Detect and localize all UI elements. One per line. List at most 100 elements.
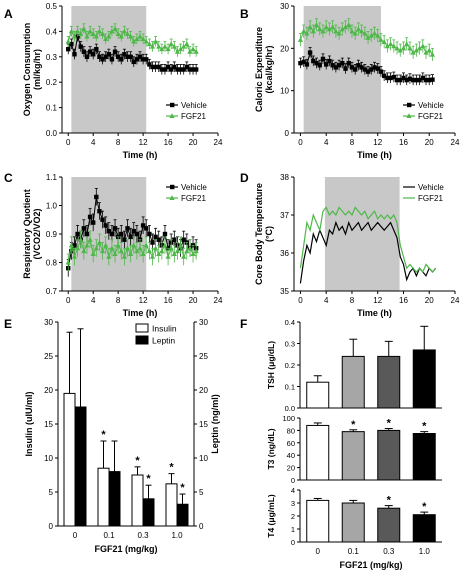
y-axis-label-left: Insulin (uIU/ml) <box>24 392 34 457</box>
data-point-vehicle <box>172 237 177 242</box>
data-point-vehicle <box>87 49 93 54</box>
x-tick-label: 20 <box>189 296 198 305</box>
data-point-fgf21 <box>365 34 371 40</box>
data-point-fgf21 <box>103 242 109 248</box>
data-point-vehicle <box>169 67 174 72</box>
data-point-vehicle <box>156 237 161 242</box>
data-point-vehicle <box>407 76 413 82</box>
x-tick-label: 8 <box>350 138 355 147</box>
x-axis-label: Time (h) <box>357 150 392 160</box>
data-point-vehicle <box>109 57 115 62</box>
y-tick-label: 0.2 <box>46 78 58 87</box>
x-tick-label: 0 <box>73 531 78 540</box>
data-point-fgf21 <box>190 46 196 52</box>
data-point-vehicle <box>178 67 183 72</box>
data-point-vehicle <box>398 77 403 83</box>
data-point-fgf21 <box>162 43 168 49</box>
data-point-vehicle <box>97 54 102 59</box>
data-point-vehicle <box>69 41 74 47</box>
data-point-fgf21 <box>140 251 146 256</box>
subplot-2: 0 1 2 3 4 * * T4 (μg/mL) <box>266 486 442 547</box>
bar <box>377 429 401 481</box>
legend-swatch <box>135 335 149 345</box>
x-tick-label: 0 <box>298 296 303 305</box>
data-point-fgf21 <box>187 48 193 54</box>
panel-B: 0 10 20 30 0 4 8 12 16 20 24 Time (h) Caloric Expend… <box>254 2 460 160</box>
data-point-fgf21 <box>131 38 137 44</box>
data-point-fgf21 <box>407 45 413 51</box>
bar <box>412 433 436 481</box>
data-point-vehicle <box>87 214 93 220</box>
x-tick-label: 24 <box>451 138 460 147</box>
bar <box>341 355 365 409</box>
y-tick-label: 20 <box>287 464 295 473</box>
data-point-fgf21 <box>181 254 187 259</box>
data-point-vehicle <box>417 77 422 83</box>
data-point-vehicle <box>153 234 158 240</box>
data-point-fgf21 <box>310 28 316 34</box>
bar <box>306 499 330 543</box>
data-point-vehicle <box>175 67 180 72</box>
significance-mark: * <box>101 429 106 441</box>
data-point-fgf21 <box>75 245 81 251</box>
data-point-vehicle <box>100 217 105 222</box>
x-tick-label: 12 <box>373 296 382 305</box>
y-tick-label: 60 <box>287 439 295 448</box>
data-point-vehicle <box>359 65 364 70</box>
panel-letter: A <box>4 7 13 21</box>
x-tick-label: 0.1 <box>103 531 115 540</box>
data-point-fgf21 <box>394 45 400 51</box>
y-tick-label: 2 <box>291 512 295 521</box>
y-tick-label: 10 <box>280 87 289 96</box>
dark-phase-shading <box>71 6 147 133</box>
data-point-fgf21 <box>336 30 342 36</box>
legend-label: Insulin <box>152 324 177 334</box>
data-point-vehicle <box>131 228 136 234</box>
data-point-fgf21 <box>93 245 99 251</box>
x-tick-label: 8 <box>116 296 121 305</box>
data-point-vehicle <box>190 67 196 72</box>
data-point-fgf21 <box>96 28 103 34</box>
data-point-fgf21 <box>78 236 84 242</box>
y-tick-label: 0 <box>291 538 295 547</box>
data-point-fgf21 <box>96 239 103 245</box>
significance-mark: * <box>135 455 140 467</box>
x-tick-label: 0 <box>298 138 303 147</box>
data-point-fgf21 <box>426 47 432 53</box>
bar-insulin <box>131 474 144 527</box>
panel-letter: B <box>240 7 249 21</box>
dark-phase-shading <box>324 177 400 291</box>
data-point-vehicle <box>156 64 161 70</box>
bar-insulin <box>165 483 178 527</box>
y-tick-label: 0 <box>285 129 290 138</box>
data-point-fgf21 <box>65 38 71 44</box>
data-point-vehicle <box>128 54 133 59</box>
data-point-vehicle <box>94 194 99 200</box>
y-tick-label: 0.2 <box>285 361 295 370</box>
y-tick-label: 40 <box>287 451 295 460</box>
data-point-vehicle <box>356 63 361 68</box>
y-tick-label-right: 0 <box>199 522 204 531</box>
data-point-fgf21 <box>388 41 394 47</box>
data-point-fgf21 <box>317 26 323 32</box>
data-point-fgf21 <box>391 43 397 49</box>
data-point-vehicle <box>84 54 90 59</box>
y-tick-label-left: 15 <box>44 420 53 429</box>
data-point-vehicle <box>153 64 158 70</box>
data-point-vehicle <box>427 77 432 83</box>
data-point-vehicle <box>184 64 189 70</box>
data-point-fgf21 <box>65 259 71 265</box>
y-tick-label-left: 20 <box>44 386 53 395</box>
data-point-fgf21 <box>115 242 121 248</box>
data-point-vehicle <box>84 231 90 237</box>
data-point-vehicle <box>385 75 390 81</box>
data-point-fgf21 <box>174 248 181 254</box>
data-point-vehicle <box>320 56 326 62</box>
data-point-fgf21 <box>323 24 329 30</box>
y-axis-label-line: Respiratory Quotient <box>22 189 32 279</box>
y-tick-label: 80 <box>287 426 295 435</box>
data-point-fgf21 <box>99 31 106 36</box>
data-point-vehicle <box>66 46 71 52</box>
